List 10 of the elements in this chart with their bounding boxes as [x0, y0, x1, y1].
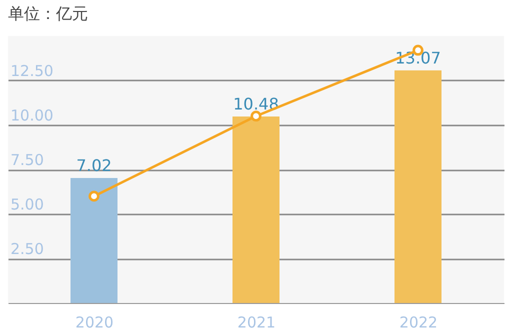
y-tick-label: 2.50 — [10, 240, 44, 258]
x-tick-label: 2020 — [75, 314, 114, 332]
x-tick-label: 2022 — [399, 314, 438, 332]
x-tick-label: 2021 — [237, 314, 276, 332]
y-tick-label: 10.00 — [10, 106, 54, 124]
chart-title: 单位：亿元 — [8, 4, 88, 23]
y-tick-label: 12.50 — [10, 62, 54, 80]
data-label: 7.02 — [76, 156, 112, 176]
y-tick-label: 5.00 — [10, 196, 44, 214]
y-tick-label: 7.50 — [10, 151, 44, 169]
